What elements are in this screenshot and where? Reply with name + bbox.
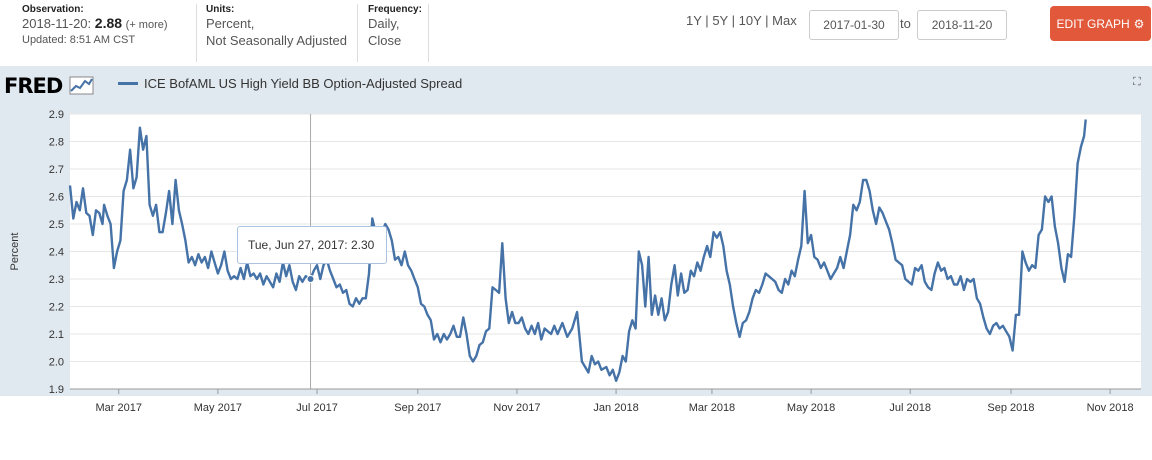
edit-graph-label: EDIT GRAPH (1056, 16, 1130, 31)
x-tick-label: Jul 2018 (889, 402, 931, 414)
y-tick-label: 2.0 (49, 357, 64, 369)
y-tick-label: 2.3 (49, 274, 64, 286)
observation-label: Observation: (22, 4, 84, 15)
fred-logo-chart-icon (69, 76, 94, 95)
observation-more-link[interactable]: (+ more) (125, 19, 168, 31)
range-10y[interactable]: 10Y (738, 13, 762, 28)
observation-block: Observation: 2018-11-20: 2.88 (+ more) U… (22, 4, 168, 46)
series-line (68, 119, 1087, 382)
range-5y[interactable]: 5Y (712, 13, 728, 28)
edit-graph-button[interactable]: EDIT GRAPH ⚙ (1050, 6, 1151, 41)
divider (428, 4, 429, 62)
frequency-line2: Close (368, 33, 402, 48)
y-tick-label: 1.9 (49, 384, 64, 396)
units-block: Units: Percent, Not Seasonally Adjusted (206, 4, 347, 49)
observation-value: 2.88 (94, 15, 123, 31)
tooltip-date: Tue, Jun 27, 2017: (248, 238, 348, 252)
range-selector: 1Y | 5Y | 10Y | Max (686, 13, 797, 28)
legend-label: ICE BofAML US High Yield BB Option-Adjus… (144, 76, 463, 91)
fred-logo: FRED (4, 74, 95, 98)
x-tick-label: May 2018 (787, 402, 835, 414)
to-label: to (900, 16, 911, 31)
y-tick-label: 2.2 (49, 302, 64, 314)
x-tick-label: Mar 2017 (96, 402, 142, 414)
x-tick-label: Mar 2018 (689, 402, 735, 414)
frequency-block: Frequency: Daily, Close (368, 4, 422, 49)
y-tick-label: 2.1 (49, 329, 64, 341)
end-date-input[interactable] (917, 10, 1007, 40)
tooltip-value: 2.30 (350, 238, 375, 252)
legend-swatch (118, 82, 138, 85)
header: Observation: 2018-11-20: 2.88 (+ more) U… (0, 0, 1152, 66)
y-tick-label: 2.4 (49, 247, 64, 259)
x-tick-label: Sep 2018 (987, 402, 1034, 414)
start-date-input[interactable] (809, 10, 899, 40)
range-1y[interactable]: 1Y (686, 13, 702, 28)
fred-logo-text: FRED (4, 74, 63, 98)
y-tick-label: 2.5 (49, 219, 64, 231)
range-separator: | (765, 13, 769, 28)
range-max[interactable]: Max (772, 13, 797, 28)
divider (357, 4, 358, 62)
x-tick-label: Jan 2018 (593, 402, 638, 414)
y-tick-label: 2.7 (49, 164, 64, 176)
frequency-label: Frequency: (368, 4, 422, 15)
tooltip: Tue, Jun 27, 2017: 2.30 (237, 226, 387, 264)
fullscreen-icon[interactable]: ⛶ (1133, 76, 1141, 88)
observation-value-line: 2018-11-20: 2.88 (+ more) (22, 15, 168, 34)
units-line1: Percent, (206, 16, 255, 31)
x-tick-label: Jul 2017 (296, 402, 338, 414)
observation-date: 2018-11-20: (22, 16, 92, 31)
legend: ICE BofAML US High Yield BB Option-Adjus… (118, 76, 462, 91)
x-tick-label: Nov 2018 (1087, 402, 1134, 414)
y-tick-label: 2.9 (49, 109, 64, 121)
tooltip-marker (306, 275, 315, 283)
gear-icon: ⚙ (1133, 16, 1145, 31)
y-tick-label: 2.8 (49, 137, 64, 149)
x-tick-label: Nov 2017 (493, 402, 540, 414)
divider (196, 4, 197, 62)
x-tick-label: May 2017 (194, 402, 242, 414)
frequency-line1: Daily, (368, 16, 400, 31)
range-separator: | (705, 13, 709, 28)
x-tick-label: Sep 2017 (394, 402, 441, 414)
range-separator: | (731, 13, 735, 28)
units-label: Units: (206, 4, 235, 15)
y-axis-label: Percent (9, 233, 21, 271)
updated-text: Updated: 8:51 AM CST (22, 34, 136, 46)
y-tick-label: 2.6 (49, 192, 64, 204)
units-line2: Not Seasonally Adjusted (206, 33, 347, 48)
